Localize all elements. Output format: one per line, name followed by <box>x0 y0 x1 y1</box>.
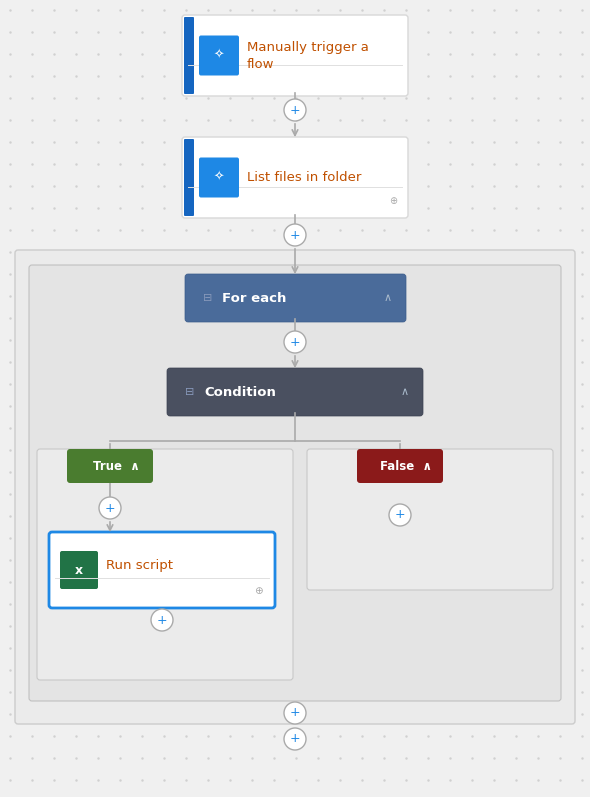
FancyBboxPatch shape <box>49 532 275 608</box>
Text: ⊟: ⊟ <box>204 293 212 303</box>
Circle shape <box>99 497 121 519</box>
Circle shape <box>284 99 306 121</box>
Text: False  ∧: False ∧ <box>380 460 432 473</box>
Text: ✧: ✧ <box>214 171 224 184</box>
FancyBboxPatch shape <box>167 368 423 416</box>
FancyBboxPatch shape <box>29 265 561 701</box>
FancyBboxPatch shape <box>182 15 408 96</box>
FancyBboxPatch shape <box>37 449 293 680</box>
Circle shape <box>284 331 306 353</box>
FancyBboxPatch shape <box>199 158 239 198</box>
Text: ✧: ✧ <box>214 49 224 62</box>
Text: ⊕: ⊕ <box>389 196 397 206</box>
Text: Condition: Condition <box>204 386 276 398</box>
Text: +: + <box>290 336 300 348</box>
Circle shape <box>389 504 411 526</box>
Text: +: + <box>290 229 300 241</box>
FancyBboxPatch shape <box>184 139 194 216</box>
Circle shape <box>284 224 306 246</box>
FancyBboxPatch shape <box>199 36 239 76</box>
Text: True  ∧: True ∧ <box>93 460 139 473</box>
Text: ⊟: ⊟ <box>185 387 195 397</box>
Text: List files in folder: List files in folder <box>247 171 361 184</box>
Circle shape <box>284 702 306 724</box>
Text: +: + <box>157 614 168 626</box>
FancyBboxPatch shape <box>15 250 575 724</box>
FancyBboxPatch shape <box>182 137 408 218</box>
FancyBboxPatch shape <box>67 449 153 483</box>
FancyBboxPatch shape <box>60 551 98 589</box>
Text: +: + <box>290 706 300 720</box>
Circle shape <box>151 609 173 631</box>
Text: For each: For each <box>222 292 286 304</box>
Text: +: + <box>104 501 115 515</box>
Text: ∧: ∧ <box>401 387 409 397</box>
Text: ⊕: ⊕ <box>254 586 263 596</box>
FancyBboxPatch shape <box>357 449 443 483</box>
FancyBboxPatch shape <box>184 17 194 94</box>
Text: +: + <box>395 508 405 521</box>
Text: Run script: Run script <box>106 559 173 571</box>
Text: ∧: ∧ <box>384 293 392 303</box>
Text: +: + <box>290 732 300 745</box>
FancyBboxPatch shape <box>185 274 406 322</box>
Text: Manually trigger a
flow: Manually trigger a flow <box>247 41 369 70</box>
Circle shape <box>284 728 306 750</box>
Text: +: + <box>290 104 300 116</box>
FancyBboxPatch shape <box>307 449 553 590</box>
Text: x: x <box>75 563 83 576</box>
